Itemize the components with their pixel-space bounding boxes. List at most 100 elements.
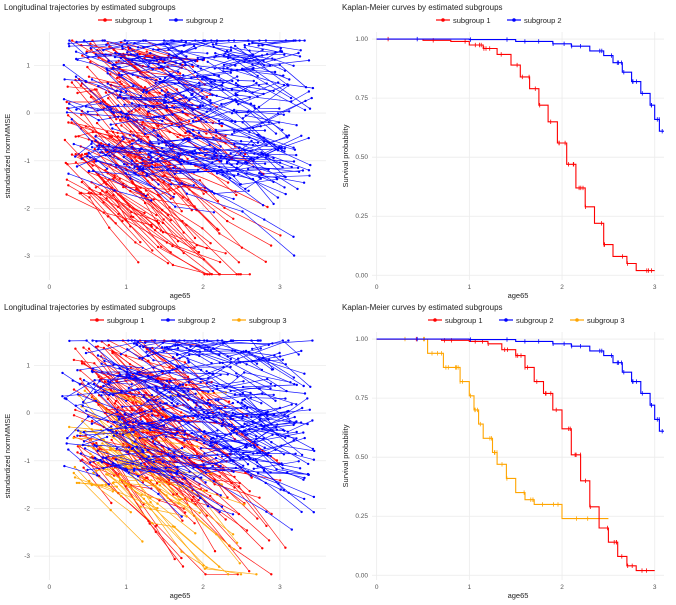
trajectory-point [111, 127, 113, 129]
trajectory-point [295, 154, 297, 156]
trajectory-point [282, 359, 284, 361]
trajectory-point [194, 39, 196, 41]
trajectory-point [247, 190, 249, 192]
trajectory-point [175, 385, 177, 387]
trajectory-point [282, 467, 284, 469]
trajectory-point [212, 137, 214, 139]
trajectory-point [280, 47, 282, 49]
trajectory-point [126, 348, 128, 350]
trajectory-point [186, 137, 188, 139]
y-tick-label: -3 [24, 253, 30, 260]
trajectory-point [186, 498, 188, 500]
trajectory-point [307, 463, 309, 465]
trajectory-point [101, 442, 103, 444]
trajectory-point [265, 157, 267, 159]
trajectory-point [160, 65, 162, 67]
trajectory-point [260, 347, 262, 349]
trajectory-point [230, 72, 232, 74]
trajectory-point [275, 132, 277, 134]
trajectory-point [215, 135, 217, 137]
trajectory-point [134, 441, 136, 443]
trajectory-point [181, 447, 183, 449]
trajectory-point [70, 121, 72, 123]
trajectory-point [233, 131, 235, 133]
trajectory-point [270, 383, 272, 385]
trajectory-point [207, 61, 209, 63]
trajectory-point [225, 155, 227, 157]
trajectory-point [253, 468, 255, 470]
trajectory-point [67, 448, 69, 450]
trajectory-point [141, 540, 143, 542]
trajectory-point [221, 125, 223, 127]
trajectory-point [309, 386, 311, 388]
trajectory-line [64, 466, 97, 475]
trajectory-point [248, 131, 250, 133]
y-tick-label: 0 [26, 410, 30, 417]
trajectory-point [277, 112, 279, 114]
trajectory-point [219, 273, 221, 275]
kaplan-meier-chart-2-subgroups: Kaplan-Meier curves by estimated subgrou… [338, 0, 676, 300]
trajectory-point [133, 166, 135, 168]
trajectory-point [68, 426, 70, 428]
trajectory-line [113, 191, 249, 274]
trajectory-point [241, 68, 243, 70]
legend-item: subgroup 2 [499, 316, 554, 325]
trajectory-point [149, 508, 151, 510]
trajectory-point [124, 116, 126, 118]
trajectory-point [312, 87, 314, 89]
trajectory-line [223, 124, 274, 145]
trajectory-point [157, 139, 159, 141]
trajectory-point [167, 262, 169, 264]
trajectory-point [98, 144, 100, 146]
trajectory-point [128, 387, 130, 389]
trajectory-point [194, 237, 196, 239]
trajectory-point [280, 146, 282, 148]
trajectory-point [247, 168, 249, 170]
trajectory-point [283, 489, 285, 491]
trajectory-point [135, 420, 137, 422]
trajectory-point [102, 145, 104, 147]
trajectory-point [311, 97, 313, 99]
trajectory-point [119, 94, 121, 96]
trajectory-point [142, 168, 144, 170]
trajectory-point [245, 446, 247, 448]
trajectory-point [179, 72, 181, 74]
x-tick-label: 2 [201, 584, 205, 591]
trajectory-point [207, 399, 209, 401]
trajectory-point [225, 518, 227, 520]
trajectory-point [240, 407, 242, 409]
trajectory-point [262, 93, 264, 95]
trajectory-chart-2-subgroups: Longitudinal trajectories by estimated s… [0, 0, 338, 300]
trajectory-point [200, 381, 202, 383]
trajectory-point [285, 193, 287, 195]
trajectory-point [220, 155, 222, 157]
trajectory-point [132, 74, 134, 76]
trajectory-point [205, 472, 207, 474]
trajectory-point [284, 547, 286, 549]
trajectory-point [177, 416, 179, 418]
trajectory-point [177, 347, 179, 349]
trajectory-point [76, 435, 78, 437]
trajectory-point [188, 130, 190, 132]
trajectory-point [259, 419, 261, 421]
trajectory-point [188, 138, 190, 140]
trajectory-point [117, 104, 119, 106]
y-tick-label: 0.00 [355, 572, 368, 579]
trajectory-point [173, 99, 175, 101]
trajectory-point [68, 340, 70, 342]
trajectory-point [274, 449, 276, 451]
trajectory-point [206, 52, 208, 54]
trajectory-point [101, 461, 103, 463]
y-axis-label: standardized normMMSE [3, 414, 12, 499]
trajectory-point [230, 49, 232, 51]
trajectory-point [138, 371, 140, 373]
trajectory-point [142, 367, 144, 369]
trajectory-line [94, 462, 175, 559]
y-tick-label: 1.00 [355, 36, 368, 43]
trajectory-point [68, 45, 70, 47]
trajectory-point [288, 110, 290, 112]
trajectory-point [283, 114, 285, 116]
trajectory-point [287, 431, 289, 433]
trajectory-point [194, 339, 196, 341]
trajectory-point [232, 460, 234, 462]
